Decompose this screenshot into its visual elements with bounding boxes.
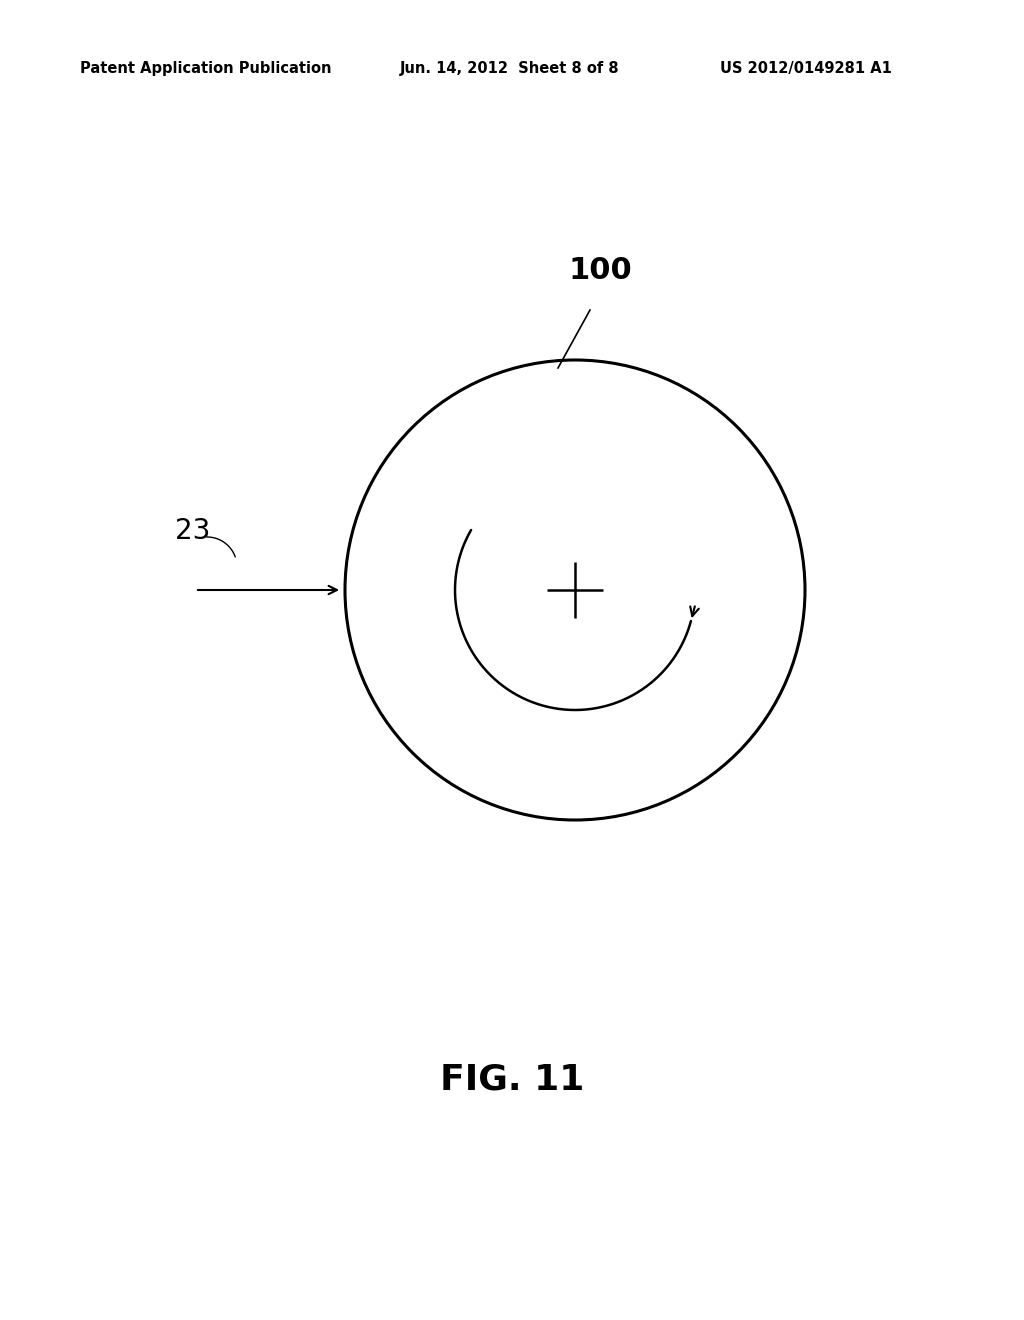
Text: Patent Application Publication: Patent Application Publication [80,61,332,75]
Text: 100: 100 [568,256,632,285]
Text: Jun. 14, 2012  Sheet 8 of 8: Jun. 14, 2012 Sheet 8 of 8 [400,61,620,75]
Text: US 2012/0149281 A1: US 2012/0149281 A1 [720,61,892,75]
Text: 23: 23 [175,517,210,545]
Text: FIG. 11: FIG. 11 [440,1063,584,1097]
